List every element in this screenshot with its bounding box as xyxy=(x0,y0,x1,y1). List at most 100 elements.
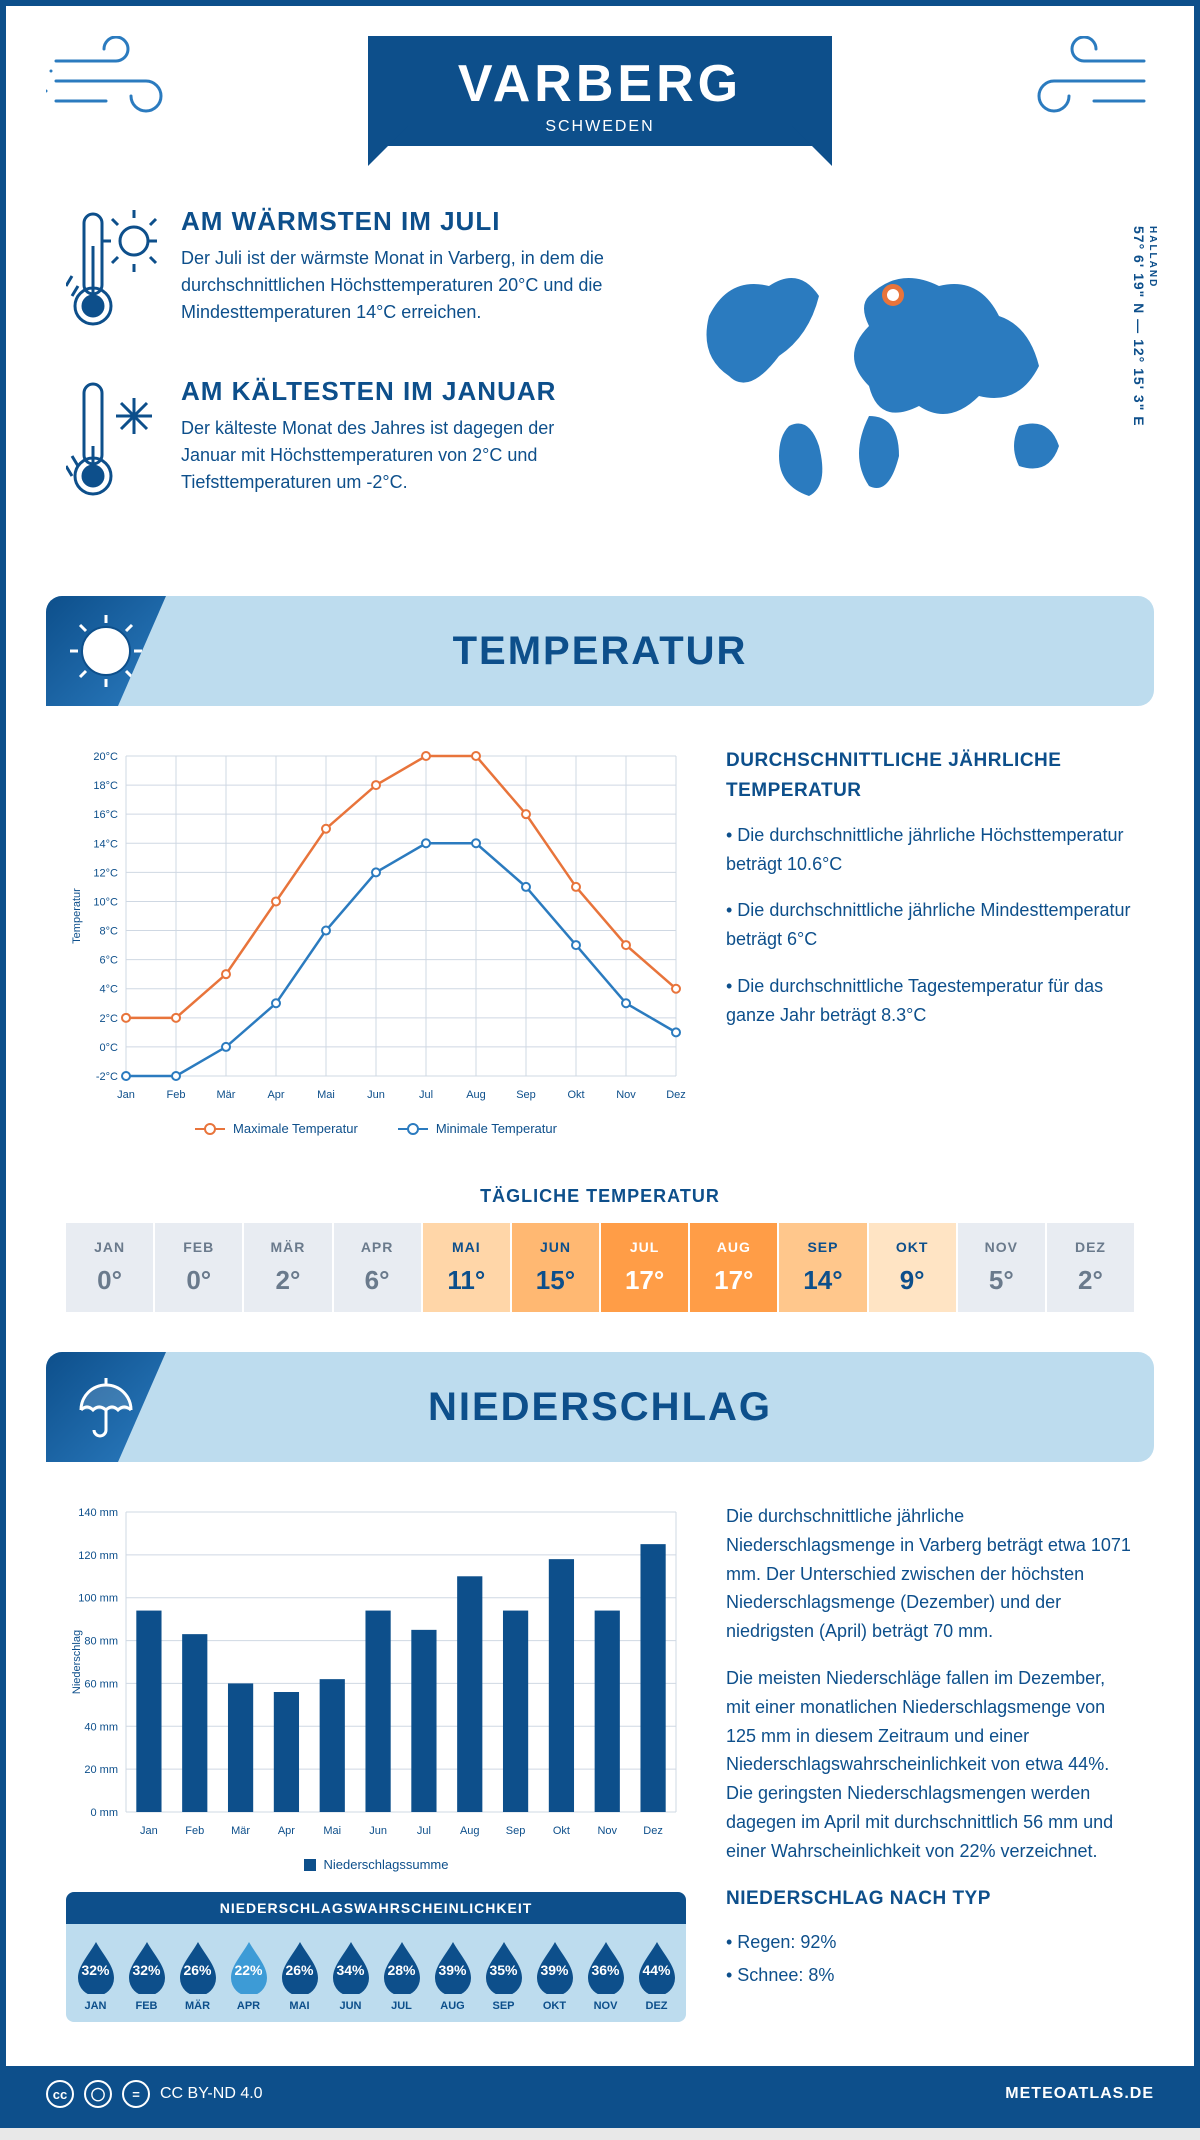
svg-text:100 mm: 100 mm xyxy=(78,1593,118,1605)
daily-cell: JUL17° xyxy=(601,1223,690,1312)
page-title: VARBERG xyxy=(458,54,742,114)
svg-text:Sep: Sep xyxy=(516,1089,536,1101)
umbrella-icon xyxy=(46,1352,166,1462)
coordinates: HALLAND 57° 6' 19" N — 12° 15' 3" E xyxy=(1131,226,1158,427)
title-ribbon: VARBERG SCHWEDEN xyxy=(368,36,832,146)
drops-panel: NIEDERSCHLAGSWAHRSCHEINLICHKEIT 32%JAN32… xyxy=(66,1892,686,2022)
svg-text:Mär: Mär xyxy=(231,1825,250,1837)
coldest-title: AM KÄLTESTEN IM JANUAR xyxy=(181,376,604,407)
precipitation-legend: Niederschlagssumme xyxy=(66,1857,686,1872)
svg-text:Mai: Mai xyxy=(317,1089,335,1101)
svg-text:Niederschlag: Niederschlag xyxy=(71,1630,83,1694)
precipitation-row: 0 mm 20 mm 40 mm 60 mm 80 mm 100 mm 120 mm 140 … xyxy=(6,1462,1194,2042)
svg-text:Jun: Jun xyxy=(367,1089,385,1101)
svg-text:Mär: Mär xyxy=(217,1089,236,1101)
svg-text:Feb: Feb xyxy=(185,1825,204,1837)
drop-cell: 28%JUL xyxy=(378,1940,425,2012)
drop-cell: 32%JAN xyxy=(72,1940,119,2012)
svg-text:Okt: Okt xyxy=(553,1825,570,1837)
drop-cell: 22%APR xyxy=(225,1940,272,2012)
svg-text:40 mm: 40 mm xyxy=(84,1721,118,1733)
wind-icon xyxy=(1014,36,1154,131)
svg-text:Jun: Jun xyxy=(369,1825,387,1837)
svg-text:14°C: 14°C xyxy=(93,838,118,850)
warmest-text: Der Juli ist der wärmste Monat in Varber… xyxy=(181,245,604,326)
thermometer-snow-icon xyxy=(66,376,161,511)
section-title: TEMPERATUR xyxy=(453,629,748,674)
svg-text:20°C: 20°C xyxy=(93,751,118,763)
daily-cell: AUG17° xyxy=(690,1223,779,1312)
page: VARBERG SCHWEDEN AM WÄRMSTEN IM JULI Der… xyxy=(0,0,1200,2128)
svg-text:Apr: Apr xyxy=(278,1825,295,1837)
cc-icon: cc xyxy=(46,2080,74,2108)
svg-text:20 mm: 20 mm xyxy=(84,1764,118,1776)
coldest-text: Der kälteste Monat des Jahres ist dagege… xyxy=(181,415,604,496)
section-title: NIEDERSCHLAG xyxy=(428,1385,772,1430)
svg-text:Dez: Dez xyxy=(643,1825,663,1837)
temperature-chart: -2°C 0°C 2°C 4°C 6°C 8°C 10°C 12°C 14°C 16°C 18°C 2… xyxy=(66,746,686,1136)
svg-text:2°C: 2°C xyxy=(100,1013,119,1025)
svg-text:6°C: 6°C xyxy=(100,955,119,967)
daily-cell: MAI11° xyxy=(423,1223,512,1312)
header: VARBERG SCHWEDEN xyxy=(6,6,1194,206)
svg-text:140 mm: 140 mm xyxy=(78,1507,118,1519)
svg-text:0 mm: 0 mm xyxy=(91,1807,119,1819)
precipitation-text: Die durchschnittliche jährliche Niedersc… xyxy=(726,1502,1134,2022)
svg-text:Mai: Mai xyxy=(323,1825,341,1837)
svg-text:10°C: 10°C xyxy=(93,896,118,908)
thermometer-sun-icon xyxy=(66,206,161,341)
drop-cell: 34%JUN xyxy=(327,1940,374,2012)
svg-text:Sep: Sep xyxy=(506,1825,526,1837)
temperature-row: -2°C 0°C 2°C 4°C 6°C 8°C 10°C 12°C 14°C 16°C 18°C 2… xyxy=(6,706,1194,1156)
warmest-block: AM WÄRMSTEN IM JULI Der Juli ist der wär… xyxy=(66,206,604,341)
temperature-banner: TEMPERATUR xyxy=(46,596,1154,706)
daily-cell: MÄR2° xyxy=(244,1223,333,1312)
daily-cell: APR6° xyxy=(334,1223,423,1312)
svg-text:Okt: Okt xyxy=(567,1089,584,1101)
svg-text:8°C: 8°C xyxy=(100,926,119,938)
svg-text:60 mm: 60 mm xyxy=(84,1678,118,1690)
precipitation-banner: NIEDERSCHLAG xyxy=(46,1352,1154,1462)
warmest-title: AM WÄRMSTEN IM JULI xyxy=(181,206,604,237)
svg-text:12°C: 12°C xyxy=(93,867,118,879)
drop-cell: 26%MÄR xyxy=(174,1940,221,2012)
svg-text:0°C: 0°C xyxy=(100,1042,119,1054)
svg-text:Jul: Jul xyxy=(419,1089,433,1101)
svg-text:Feb: Feb xyxy=(167,1089,186,1101)
world-map: HALLAND 57° 6' 19" N — 12° 15' 3" E xyxy=(644,206,1134,546)
daily-cell: DEZ2° xyxy=(1047,1223,1134,1312)
svg-text:4°C: 4°C xyxy=(100,984,119,996)
svg-text:18°C: 18°C xyxy=(93,780,118,792)
svg-text:-2°C: -2°C xyxy=(96,1071,118,1083)
page-subtitle: SCHWEDEN xyxy=(458,118,742,136)
precipitation-chart: 0 mm 20 mm 40 mm 60 mm 80 mm 100 mm 120 mm 140 … xyxy=(66,1502,686,2022)
wind-icon xyxy=(46,36,186,131)
drop-cell: 36%NOV xyxy=(582,1940,629,2012)
svg-text:120 mm: 120 mm xyxy=(78,1550,118,1562)
by-icon: ◯ xyxy=(84,2080,112,2108)
intro-text: AM WÄRMSTEN IM JULI Der Juli ist der wär… xyxy=(66,206,604,546)
svg-text:80 mm: 80 mm xyxy=(84,1636,118,1648)
daily-cell: OKT9° xyxy=(869,1223,958,1312)
svg-text:Temperatur: Temperatur xyxy=(71,888,83,944)
daily-cell: NOV5° xyxy=(958,1223,1047,1312)
daily-cell: JAN0° xyxy=(66,1223,155,1312)
drop-cell: 39%AUG xyxy=(429,1940,476,2012)
svg-text:Jan: Jan xyxy=(117,1089,135,1101)
svg-text:Apr: Apr xyxy=(267,1089,284,1101)
svg-text:Aug: Aug xyxy=(460,1825,480,1837)
daily-grid: JAN0°FEB0°MÄR2°APR6°MAI11°JUN15°JUL17°AU… xyxy=(66,1223,1134,1312)
drop-cell: 35%SEP xyxy=(480,1940,527,2012)
site-name: METEOATLAS.DE xyxy=(1005,2085,1154,2103)
svg-text:Jan: Jan xyxy=(140,1825,158,1837)
svg-text:Nov: Nov xyxy=(597,1825,617,1837)
coldest-block: AM KÄLTESTEN IM JANUAR Der kälteste Mona… xyxy=(66,376,604,511)
temperature-text: DURCHSCHNITTLICHE JÄHRLICHE TEMPERATUR •… xyxy=(726,746,1134,1136)
drops-grid: 32%JAN32%FEB26%MÄR22%APR26%MAI34%JUN28%J… xyxy=(66,1924,686,2022)
svg-text:Jul: Jul xyxy=(417,1825,431,1837)
daily-cell: SEP14° xyxy=(779,1223,868,1312)
nd-icon: = xyxy=(122,2080,150,2108)
svg-text:Nov: Nov xyxy=(616,1089,636,1101)
temperature-legend: Maximale Temperatur Minimale Temperatur xyxy=(66,1121,686,1136)
svg-text:16°C: 16°C xyxy=(93,809,118,821)
